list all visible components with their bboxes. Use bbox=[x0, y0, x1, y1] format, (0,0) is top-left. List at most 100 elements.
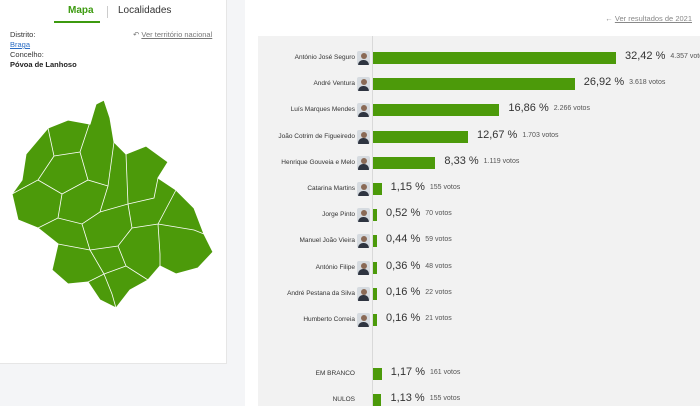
votes-suffix: votos bbox=[648, 79, 666, 87]
undo-arrow-icon: ↶ bbox=[133, 30, 140, 39]
candidate-row[interactable]: Henrique Gouveia e Melo 8,33 % 1.119 votos bbox=[258, 153, 700, 173]
tab-map[interactable]: Mapa bbox=[68, 5, 94, 16]
avatar-head bbox=[360, 262, 367, 269]
result-votes: 21 votos bbox=[425, 315, 451, 322]
result-votes: 22 votos bbox=[425, 289, 451, 296]
result-votes: 155 votos bbox=[430, 395, 460, 402]
candidate-row[interactable]: Catarina Martins 1,15 % 155 votos bbox=[258, 179, 700, 199]
candidate-row[interactable]: Manuel João Vieira 0,44 % 59 votos bbox=[258, 231, 700, 251]
result-bar bbox=[373, 394, 382, 406]
summary-row[interactable]: NULOS 1,13 % 155 votos bbox=[258, 390, 700, 406]
result-bar bbox=[373, 156, 436, 169]
avatar-head bbox=[360, 210, 367, 217]
votes-count: 4.357 bbox=[670, 53, 688, 60]
national-territory-link-label: Ver território nacional bbox=[141, 30, 213, 39]
result-votes: 161 votos bbox=[430, 369, 460, 376]
votes-suffix: votos bbox=[435, 262, 452, 270]
votes-suffix: votos bbox=[541, 131, 559, 139]
candidate-row[interactable]: António José Seguro 32,42 % 4.357 votos bbox=[258, 48, 700, 68]
avatar-head bbox=[360, 288, 367, 295]
votes-count: 22 bbox=[425, 288, 434, 296]
municipality-shape[interactable] bbox=[11, 99, 214, 309]
previous-results-link-label: Ver resultados de 2021 bbox=[614, 14, 692, 23]
parish-map[interactable] bbox=[8, 94, 218, 314]
result-percentage: 1,15 % bbox=[390, 181, 425, 193]
candidate-row[interactable]: Luís Marques Mendes 16,86 % 2.266 votos bbox=[258, 100, 700, 120]
candidate-row[interactable]: Humberto Correia 0,16 % 21 votos bbox=[258, 310, 700, 330]
result-votes: 1.119 votos bbox=[484, 158, 520, 165]
votes-suffix: votos bbox=[573, 105, 590, 113]
active-tab-indicator bbox=[54, 21, 100, 23]
results-panel: ← Ver resultados de 2021 António José Se… bbox=[245, 6, 700, 406]
candidate-row[interactable]: André Ventura 26,92 % 3.618 votos bbox=[258, 74, 700, 94]
candidate-row[interactable]: António Filipe 0,36 % 48 votos bbox=[258, 258, 700, 278]
votes-suffix: votos bbox=[443, 369, 461, 376]
top-strip bbox=[245, 0, 700, 6]
avatar-head bbox=[360, 184, 367, 190]
chart-axis bbox=[372, 36, 373, 406]
candidate-row[interactable]: André Pestana da Silva 0,16 % 22 votos bbox=[258, 284, 700, 304]
avatar-body bbox=[358, 295, 369, 301]
result-percentage: 1,17 % bbox=[390, 366, 426, 378]
avatar-head bbox=[360, 105, 367, 112]
avatar-body bbox=[358, 321, 369, 327]
result-bar bbox=[373, 78, 575, 91]
candidate-avatar bbox=[357, 51, 370, 65]
result-bar bbox=[373, 130, 468, 143]
votes-count: 21 bbox=[425, 315, 434, 322]
result-percentage: 12,67 % bbox=[476, 128, 518, 141]
candidate-name: Luís Marques Mendes bbox=[290, 106, 355, 114]
result-percentage: 32,42 % bbox=[625, 50, 666, 62]
votes-suffix: votos bbox=[435, 315, 452, 322]
tab-localities[interactable]: Localidades bbox=[118, 5, 172, 16]
candidate-avatar bbox=[357, 260, 370, 275]
candidate-name: António Filipe bbox=[315, 263, 355, 271]
result-percentage: 26,92 % bbox=[583, 76, 625, 89]
result-bar bbox=[373, 104, 500, 117]
previous-results-link[interactable]: ← Ver resultados de 2021 bbox=[605, 14, 692, 23]
votes-suffix: votos bbox=[689, 53, 700, 60]
district-label: Distrito: bbox=[10, 30, 36, 39]
votes-count: 155 bbox=[429, 395, 442, 402]
result-bar bbox=[373, 314, 377, 326]
result-percentage: 0,36 % bbox=[386, 259, 421, 272]
candidate-name: Humberto Correia bbox=[303, 316, 355, 323]
result-percentage: 8,33 % bbox=[444, 154, 479, 167]
result-votes: 155 votos bbox=[430, 184, 460, 191]
votes-count: 1.703 bbox=[522, 131, 540, 139]
avatar-head bbox=[360, 236, 367, 243]
avatar-head bbox=[360, 53, 367, 59]
result-percentage: 0,52 % bbox=[386, 207, 421, 220]
result-votes: 3.618 votos bbox=[629, 79, 665, 86]
votes-suffix: votos bbox=[435, 236, 452, 244]
candidate-name: António José Seguro bbox=[294, 54, 355, 61]
national-territory-link[interactable]: ↶ Ver território nacional bbox=[133, 30, 212, 39]
candidate-row[interactable]: João Cotrim de Figueiredo 12,67 % 1.703 vo… bbox=[258, 127, 700, 147]
candidate-avatar bbox=[357, 182, 370, 196]
votes-count: 70 bbox=[425, 210, 434, 218]
tab-divider bbox=[107, 6, 108, 18]
municipality-name: Póvoa de Lanhoso bbox=[10, 60, 77, 69]
candidate-name: Jorge Pinto bbox=[322, 211, 355, 219]
votes-suffix: votos bbox=[443, 184, 461, 191]
result-votes: 70 votos bbox=[425, 210, 451, 217]
avatar-head bbox=[360, 157, 367, 164]
votes-suffix: votos bbox=[435, 210, 452, 218]
avatar-body bbox=[358, 216, 369, 223]
location-info: Distrito: Braga Concelho: Póvoa de Lanho… bbox=[10, 30, 77, 70]
view-tabs: Mapa Localidades bbox=[0, 0, 227, 26]
summary-row[interactable]: EM BRANCO 1,17 % 161 votos bbox=[258, 364, 700, 384]
avatar-body bbox=[358, 269, 369, 275]
candidate-row[interactable]: Jorge Pinto 0,52 % 70 votos bbox=[258, 205, 700, 225]
result-bar bbox=[373, 209, 377, 222]
result-bar bbox=[373, 52, 616, 64]
result-bar bbox=[373, 368, 382, 380]
result-percentage: 0,16 % bbox=[386, 285, 421, 298]
parish-borders bbox=[11, 103, 205, 309]
votes-suffix: votos bbox=[502, 157, 520, 165]
candidate-avatar bbox=[357, 103, 370, 118]
district-link[interactable]: Braga bbox=[10, 40, 31, 49]
summary-label: NULOS bbox=[332, 396, 355, 403]
result-bar bbox=[373, 287, 377, 300]
